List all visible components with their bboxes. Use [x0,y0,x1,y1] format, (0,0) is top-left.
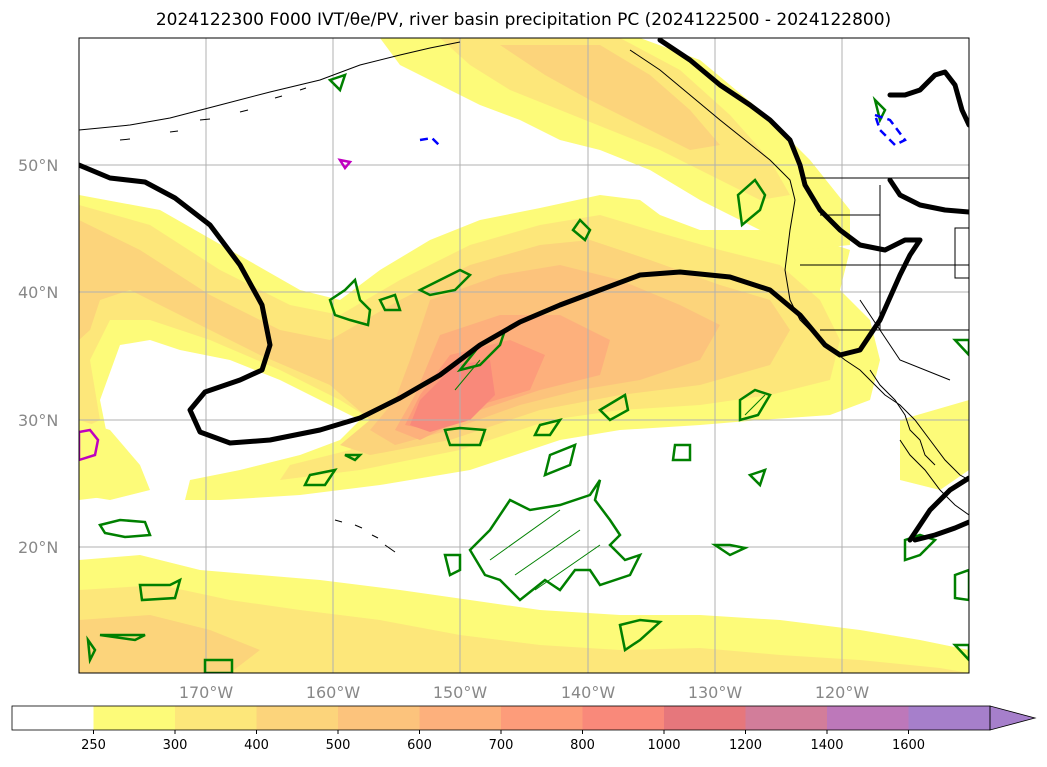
colorbar-tick-label: 700 [489,738,514,753]
colorbar-segment [745,706,828,730]
blue-contours [419,113,907,147]
colorbar-segment [908,706,991,730]
east-line [887,177,969,215]
lon-label-170w: 170°W [179,683,234,702]
southeast-line-a [907,475,969,543]
lat-label-20: 20°N [18,538,58,557]
lon-label-160w: 160°W [306,683,361,702]
map-area [79,38,969,673]
colorbar-segment [338,706,420,730]
colorbar-segment [12,706,94,730]
colorbar-tick-label: 400 [244,738,269,753]
colorbar-tick-label: 800 [570,738,595,753]
colorbar-segment [582,706,665,730]
ivt-south-band-core [79,615,260,673]
main-ridge-line [79,38,923,446]
map-frame [78,37,970,674]
colorbar-extend-arrow [989,705,1037,731]
magenta-contours [79,158,353,462]
aleutian-islands [119,87,307,141]
northeast-line [887,69,969,128]
lon-label-130w: 130°W [688,683,743,702]
coastlines [79,41,969,553]
colorbar-segment [256,706,339,730]
lat-label-30: 30°N [18,411,58,430]
lat-label-40: 40°N [18,283,58,302]
colorbar-segment [93,706,176,730]
colorbar-segment [419,706,502,730]
thick-black-contours [79,38,969,543]
colorbar-tick-label: 600 [407,738,432,753]
lon-label-140w: 140°W [561,683,616,702]
alaska-coast [79,41,461,131]
north-america-west-coast [629,49,969,481]
colorbar-tick-label: 1000 [647,738,680,753]
ivt-south-band-inner [79,585,969,673]
colorbar-segment [175,706,257,730]
colorbar-segment [827,706,909,730]
hatch-lines [454,359,766,591]
southeast-line-b [912,519,969,543]
colorbar-tick-label: 1400 [810,738,843,753]
hawaii-islands [334,519,396,553]
colorbar: 250 300 400 500 600 700 800 1000 1200 1400 1600 [11,705,1037,753]
colorbar-tick-label: 250 [81,738,106,753]
lat-label-50: 50°N [18,156,58,175]
ivt-north-plume-inner [440,38,790,200]
colorbar-tick-label: 500 [326,738,351,753]
mexico-coast [899,439,969,516]
colorbar-tick-label: 1200 [729,738,762,753]
baja-california [869,369,936,466]
ivt-band-800 [410,360,495,432]
ivt-left-edge [79,225,100,335]
lon-label-150w: 150°W [433,683,488,702]
state-borders [800,185,969,381]
colorbar-tick-label: 1600 [892,738,925,753]
lon-label-120w: 120°W [815,683,870,702]
colorbar-tick-label: 300 [163,738,188,753]
colorbar-segment [501,706,583,730]
chart-title: 2024122300 F000 IVT/θe/PV, river basin p… [155,10,892,30]
colorbar-segment [664,706,746,730]
ivt-north-plume-core [500,45,720,150]
